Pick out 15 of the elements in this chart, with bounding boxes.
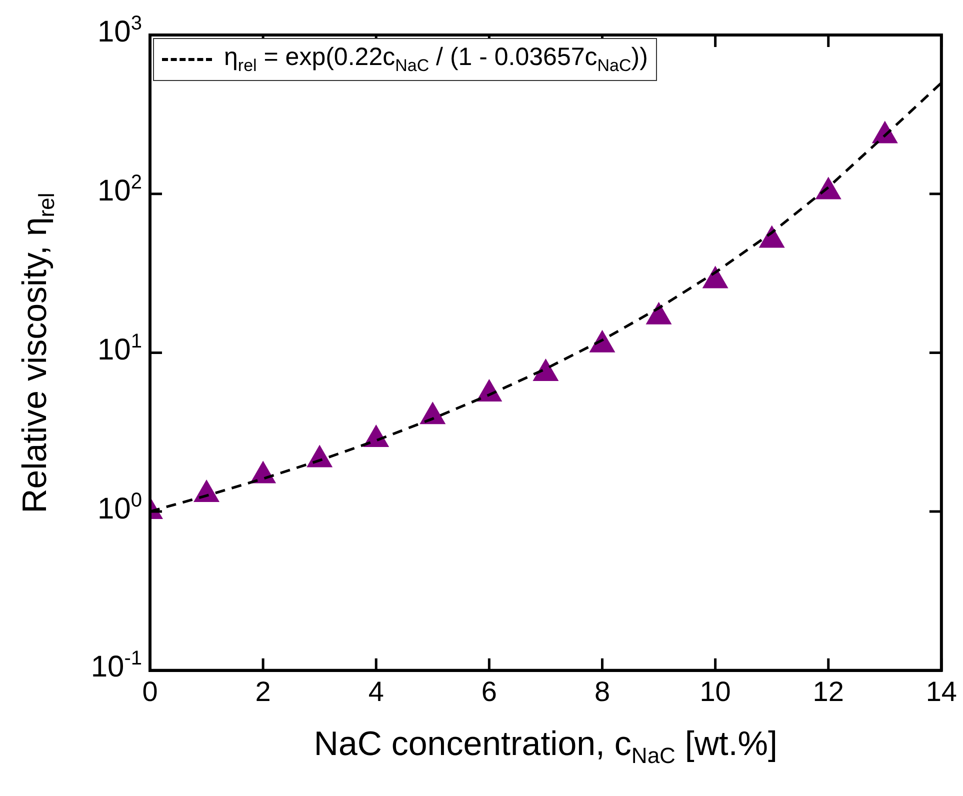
x-tick-label: 4 [368, 676, 384, 707]
y-tick-label: 10$^{2}$ [98, 171, 142, 208]
legend-label: η$_{rel}$ = exp(0.22c$_{NaC}$ / (1 - 0.03657c$_{NaC}$)) [224, 43, 648, 76]
y-tick-label: 10$^{3}$ [98, 12, 142, 50]
x-tick-label: 6 [481, 676, 497, 707]
x-tick-label: 12 [812, 676, 844, 707]
x-tick-label: 0 [142, 676, 158, 707]
x-axis-title: NaC concentration, c$_{NaC}$ [wt.%] [314, 725, 778, 770]
x-tick-label: 8 [594, 676, 610, 707]
y-tick-label: 10$^{1}$ [98, 330, 142, 368]
x-tick-label: 10 [700, 676, 731, 707]
y-tick-label: 10$^{-1}$ [90, 648, 142, 685]
y-tick-label: 10$^{0}$ [98, 489, 142, 526]
x-tick-label: 2 [255, 676, 271, 707]
x-tick-label: 14 [926, 676, 958, 707]
